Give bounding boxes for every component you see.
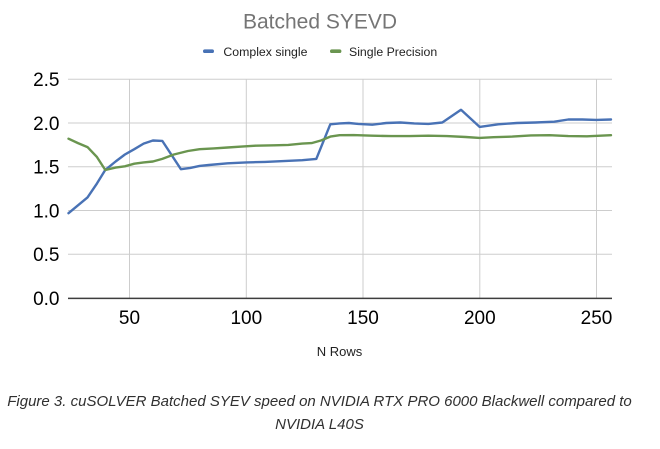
- svg-text:1.0: 1.0: [33, 201, 59, 222]
- svg-text:2.0: 2.0: [33, 114, 59, 135]
- svg-text:0.0: 0.0: [33, 289, 59, 310]
- svg-text:Figure 3. cuSOLVER Batched SYE: Figure 3. cuSOLVER Batched SYEV speed on…: [7, 393, 631, 410]
- svg-text:0.5: 0.5: [33, 245, 59, 266]
- svg-text:50: 50: [119, 308, 140, 329]
- svg-text:200: 200: [464, 308, 496, 329]
- svg-text:Single Precision: Single Precision: [349, 45, 437, 59]
- svg-text:100: 100: [230, 308, 262, 329]
- svg-text:2.5: 2.5: [33, 70, 59, 91]
- svg-text:Complex single: Complex single: [223, 45, 307, 59]
- svg-text:250: 250: [581, 308, 613, 329]
- svg-text:N Rows: N Rows: [317, 344, 363, 359]
- svg-text:1.5: 1.5: [33, 158, 59, 179]
- svg-text:NVIDIA L40S: NVIDIA L40S: [275, 416, 364, 433]
- svg-text:150: 150: [347, 308, 379, 329]
- svg-text:Batched SYEVD: Batched SYEVD: [243, 11, 397, 34]
